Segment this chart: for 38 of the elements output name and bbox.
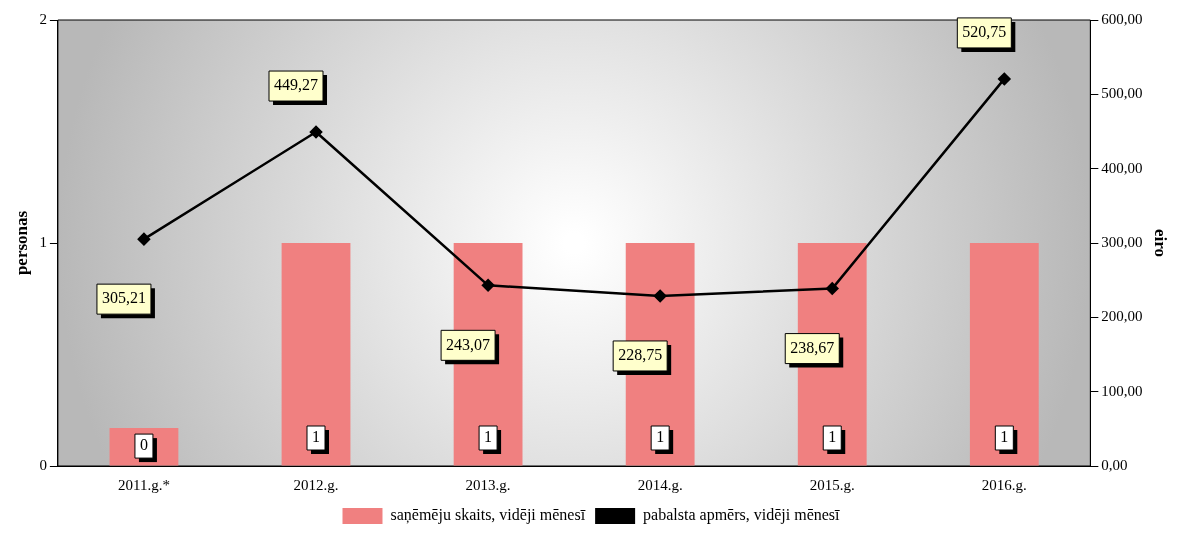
data-label: 1 <box>484 428 493 446</box>
point <box>137 232 151 246</box>
data-label: 449,27 <box>274 76 319 94</box>
y2-tick-label: 200,00 <box>1101 308 1143 325</box>
x-tick-label: 2015.g. <box>809 476 855 493</box>
legend-label: saņēmēju skaits, vidēji mēnesī <box>390 506 586 525</box>
y-tick-label: 2 <box>39 10 47 27</box>
y2-tick-label: 100,00 <box>1101 382 1143 399</box>
data-label: 238,67 <box>790 338 835 356</box>
y-axis-title: personas <box>11 210 31 276</box>
y2-tick-label: 300,00 <box>1101 233 1143 250</box>
x-tick-label: 2013.g. <box>465 476 511 493</box>
y2-axis-title: eiro <box>1151 228 1171 258</box>
data-label: 305,21 <box>101 289 146 307</box>
x-tick-label: 2014.g. <box>637 476 683 493</box>
y-tick-label: 0 <box>39 456 47 473</box>
y2-tick-label: 0,00 <box>1101 456 1128 473</box>
y-tick-label: 1 <box>39 233 47 250</box>
y2-tick-label: 400,00 <box>1101 159 1143 176</box>
x-tick-label: 2012.g. <box>293 476 339 493</box>
y2-tick-label: 500,00 <box>1101 85 1143 102</box>
data-label: 243,07 <box>446 335 491 353</box>
x-tick-label: 2016.g. <box>981 476 1027 493</box>
x-tick-label: 2011.g.* <box>117 476 170 493</box>
point <box>481 279 495 292</box>
data-label: 1 <box>312 428 321 446</box>
data-label: 0 <box>139 436 148 454</box>
point <box>998 72 1011 86</box>
point <box>825 282 839 295</box>
data-label: 228,75 <box>618 346 663 364</box>
point <box>653 289 667 303</box>
legend-label: pabalsta apmērs, vidēji mēnesī <box>643 506 841 525</box>
data-label: 1 <box>656 428 665 446</box>
data-label: 520,75 <box>962 23 1007 41</box>
data-label: 1 <box>828 428 837 446</box>
data-label: 1 <box>1000 428 1009 446</box>
y2-tick-label: 600,00 <box>1101 10 1143 27</box>
point <box>309 125 323 139</box>
